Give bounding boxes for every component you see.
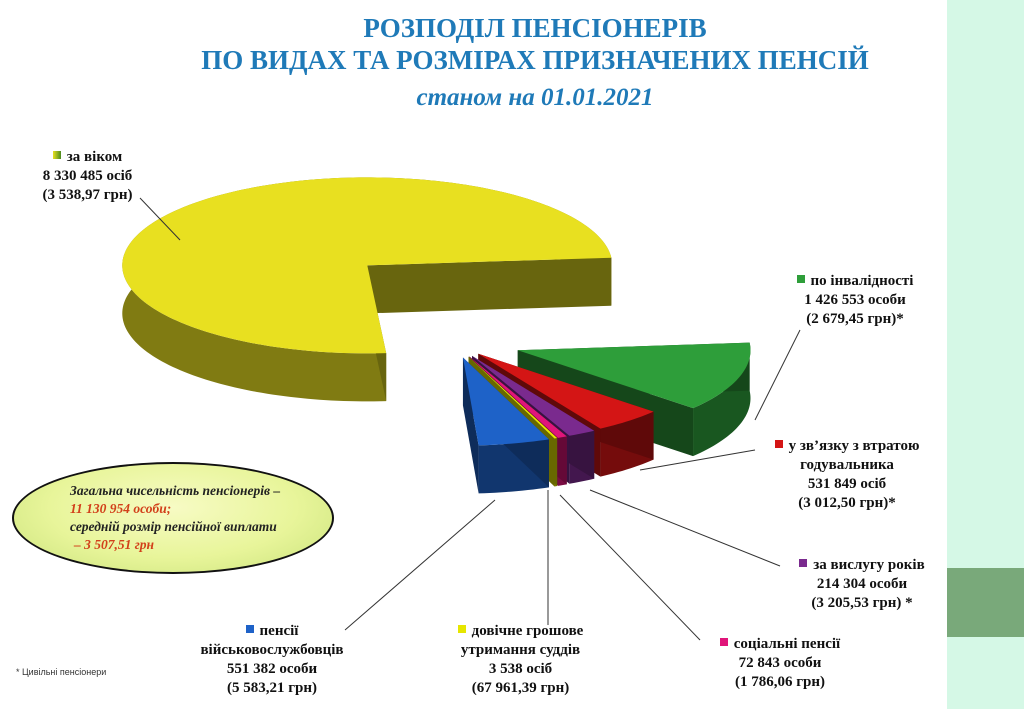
side-panel-block	[947, 568, 1024, 637]
leader-line-social	[559, 494, 701, 641]
chart-subtitle-date: станом на 01.01.2021	[416, 84, 654, 111]
leader-line-service	[589, 489, 781, 567]
slice-face-6-1	[462, 357, 479, 494]
label-military: пенсії військовослужбовців 551 382 особи…	[200, 623, 344, 696]
chart-title: РОЗПОДІЛ ПЕНСІОНЕРІВ	[363, 13, 707, 43]
legend-swatch-military	[245, 625, 254, 633]
legend-swatch-age	[52, 151, 61, 159]
legend-swatch-disability	[796, 275, 805, 283]
leader-line-military	[344, 499, 496, 631]
slice-4: соціальні пенсії	[469, 356, 567, 438]
slice-2: у зв’язку з втратою годувальника	[478, 353, 654, 429]
label-judges: довічне грошове утримання суддів 3 538 о…	[438, 622, 603, 698]
label-age-name: за віком	[66, 149, 123, 165]
slice-6: пенсії військовослужбовців	[462, 357, 549, 446]
legend-swatch-service	[799, 559, 808, 567]
slice-1: по інвалідності	[517, 342, 751, 409]
legend-swatch-social	[719, 638, 728, 646]
summary-text: Загальна чисельність пенсіонерів – 11 13…	[70, 483, 281, 552]
leader-line-age	[139, 197, 181, 241]
summary-oval	[12, 462, 334, 574]
slice-5: довічне грошове утримання суддів	[468, 356, 558, 439]
slice-3: за вислугу років	[472, 355, 595, 436]
label-social: соціальні пенсії 72 843 особи (1 786,06 …	[700, 635, 860, 692]
label-age-amount: (3 538,97 грн)	[42, 187, 133, 203]
footnote: * Цивільні пенсіонери	[16, 667, 107, 677]
label-survivor: у зв’язку з втратою годувальника 531 849…	[752, 437, 942, 513]
label-age-count: 8 330 485 осіб	[42, 168, 133, 184]
legend-swatch-judges	[457, 625, 466, 633]
label-age: за віком 8 330 485 осіб (3 538,97 грн)	[20, 148, 155, 205]
leader-lines	[139, 197, 801, 641]
slice-side-1	[693, 342, 751, 457]
legend-swatch-survivor	[774, 440, 783, 448]
leader-line-disability	[754, 329, 801, 421]
chart-title-line2: ПО ВИДАХ ТА РОЗМІРАХ ПРИЗНАЧЕНИХ ПЕНСІЙ	[201, 45, 869, 75]
label-service: за вислугу років 214 304 особи (3 205,53…	[782, 556, 942, 613]
leader-line-survivor	[639, 449, 756, 471]
label-disability: по інвалідності 1 426 553 особи (2 679,4…	[770, 272, 940, 329]
slice-face-0-1	[367, 257, 612, 314]
slice-0: за віком	[122, 177, 612, 354]
